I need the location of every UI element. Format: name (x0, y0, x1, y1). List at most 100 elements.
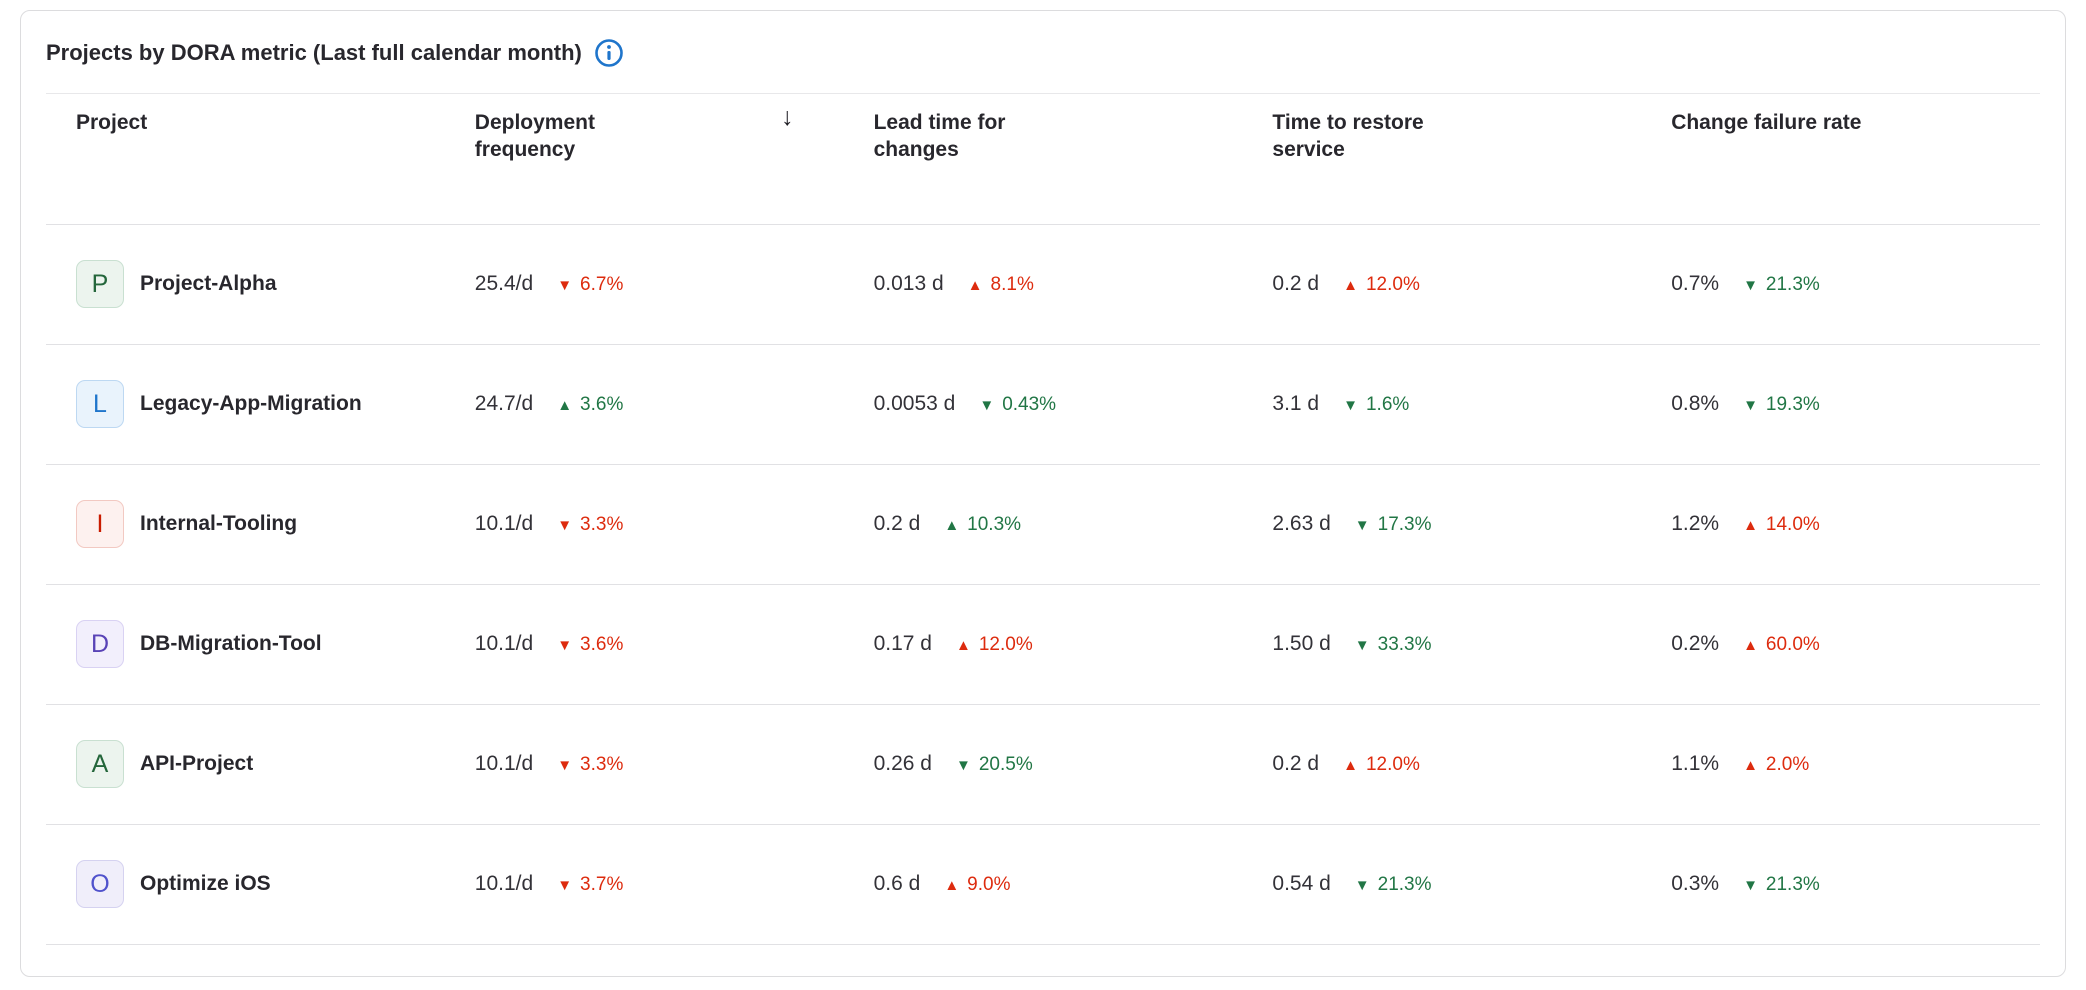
metric-cell-change-failure-rate: 1.2% ▲ 14.0% (1641, 464, 2040, 585)
table-row: P Project-Alpha 25.4/d ▼ 6.7% 0.013 d ▲ 8.1%… (46, 224, 2040, 345)
metric-value: 0.2 d (1272, 751, 1320, 775)
metric-value: 1.1% (1671, 751, 1720, 775)
table-row: L Legacy-App-Migration 24.7/d ▲ 3.6% 0.005… (46, 344, 2040, 465)
metric-value: 0.26 d (873, 751, 932, 775)
info-icon[interactable] (594, 38, 624, 68)
trend-direction-icon: ▼ (557, 756, 573, 774)
metric-value: 0.013 d (873, 271, 944, 295)
trend-direction-icon: ▲ (967, 276, 983, 294)
trend-direction-icon: ▼ (557, 276, 573, 294)
column-header-deployment-frequency[interactable]: Deployment frequency ↓ (444, 94, 844, 225)
card-title: Projects by DORA metric (Last full calen… (46, 40, 582, 65)
trend-percentage: 12.0% (1365, 754, 1420, 776)
metric-value: 0.6 d (873, 871, 921, 895)
trend-indicator: ▼ 20.5% (956, 754, 1033, 776)
trend-percentage: 8.1% (990, 274, 1034, 296)
trend-indicator: ▼ 1.6% (1343, 394, 1409, 416)
trend-indicator: ▲ 12.0% (956, 634, 1033, 656)
table-body: P Project-Alpha 25.4/d ▼ 6.7% 0.013 d ▲ 8.1%… (46, 224, 2040, 945)
metric-cell-deployment-frequency: 10.1/d ▼ 3.3% (444, 464, 844, 585)
metric-cell-lead-time: 0.013 d ▲ 8.1% (843, 224, 1243, 345)
project-name[interactable]: Project-Alpha (140, 272, 277, 295)
metric-value: 0.0053 d (873, 391, 956, 415)
project-name[interactable]: DB-Migration-Tool (140, 632, 322, 655)
trend-indicator: ▲ 60.0% (1743, 634, 1820, 656)
trend-direction-icon: ▼ (979, 396, 995, 414)
trend-direction-icon: ▲ (955, 636, 971, 654)
metric-cell-deployment-frequency: 25.4/d ▼ 6.7% (444, 224, 844, 345)
trend-indicator: ▼ 3.6% (557, 634, 623, 656)
column-label: Project (76, 111, 148, 134)
metric-cell-change-failure-rate: 0.8% ▼ 19.3% (1641, 344, 2040, 465)
metric-cell-lead-time: 0.26 d ▼ 20.5% (843, 704, 1243, 825)
trend-indicator: ▼ 6.7% (557, 274, 623, 296)
project-cell: L Legacy-App-Migration (46, 344, 445, 465)
column-header-time-to-restore[interactable]: Time to restore service (1242, 94, 1642, 225)
table-row: I Internal-Tooling 10.1/d ▼ 3.3% 0.2 d ▲ 10.… (46, 464, 2040, 585)
trend-percentage: 14.0% (1765, 514, 1820, 536)
trend-indicator: ▼ 21.3% (1355, 874, 1432, 896)
column-label: Deployment frequency (474, 111, 595, 161)
metric-cell-deployment-frequency: 10.1/d ▼ 3.6% (444, 584, 844, 705)
trend-percentage: 10.3% (967, 514, 1022, 536)
project-avatar: L (76, 380, 124, 428)
trend-percentage: 21.3% (1377, 874, 1432, 896)
trend-indicator: ▲ 2.0% (1743, 754, 1809, 776)
project-name[interactable]: Optimize iOS (140, 872, 271, 895)
metric-value: 0.8% (1671, 391, 1720, 415)
header-row: Project Deployment frequency ↓ Lead time… (46, 94, 2040, 225)
trend-percentage: 3.3% (580, 514, 624, 536)
trend-percentage: 20.5% (978, 754, 1033, 776)
metric-value: 10.1/d (474, 871, 534, 895)
trend-percentage: 9.0% (967, 874, 1011, 896)
project-name[interactable]: API-Project (140, 752, 254, 775)
project-avatar: P (76, 260, 124, 308)
dora-metrics-card: Projects by DORA metric (Last full calen… (20, 10, 2066, 977)
trend-indicator: ▼ 0.43% (979, 394, 1056, 416)
column-header-project[interactable]: Project (46, 94, 445, 225)
metric-cell-deployment-frequency: 24.7/d ▲ 3.6% (444, 344, 844, 465)
metric-value: 1.50 d (1272, 631, 1331, 655)
trend-direction-icon: ▼ (1354, 876, 1370, 894)
metric-value: 0.2 d (873, 511, 921, 535)
sort-descending-icon[interactable]: ↓ (781, 103, 794, 131)
trend-indicator: ▼ 3.3% (557, 514, 623, 536)
project-cell: O Optimize iOS (46, 824, 445, 945)
column-header-change-failure-rate[interactable]: Change failure rate (1641, 94, 2040, 225)
project-avatar: O (76, 860, 124, 908)
trend-direction-icon: ▼ (1743, 876, 1758, 894)
trend-direction-icon: ▲ (1743, 756, 1758, 774)
metric-cell-change-failure-rate: 0.7% ▼ 21.3% (1641, 224, 2040, 345)
trend-direction-icon: ▲ (1343, 756, 1358, 774)
project-name[interactable]: Legacy-App-Migration (140, 392, 362, 415)
project-cell: I Internal-Tooling (46, 464, 445, 585)
column-header-lead-time[interactable]: Lead time for changes (843, 94, 1243, 225)
trend-indicator: ▲ 14.0% (1743, 514, 1820, 536)
trend-percentage: 3.7% (580, 874, 624, 896)
trend-direction-icon: ▼ (1743, 276, 1758, 294)
trend-indicator: ▼ 21.3% (1743, 274, 1820, 296)
metric-cell-change-failure-rate: 1.1% ▲ 2.0% (1641, 704, 2040, 825)
trend-indicator: ▼ 17.3% (1355, 514, 1432, 536)
metric-value: 2.63 d (1272, 511, 1331, 535)
metric-cell-change-failure-rate: 0.3% ▼ 21.3% (1641, 824, 2040, 945)
project-name[interactable]: Internal-Tooling (140, 512, 298, 535)
project-cell: P Project-Alpha (46, 224, 445, 345)
trend-percentage: 19.3% (1765, 394, 1820, 416)
metric-cell-lead-time: 0.17 d ▲ 12.0% (843, 584, 1243, 705)
trend-direction-icon: ▼ (955, 756, 971, 774)
metric-value: 25.4/d (474, 271, 534, 295)
trend-direction-icon: ▼ (557, 876, 573, 894)
trend-percentage: 21.3% (1765, 874, 1820, 896)
trend-percentage: 6.7% (580, 274, 624, 296)
trend-direction-icon: ▼ (1743, 396, 1758, 414)
trend-direction-icon: ▼ (557, 636, 573, 654)
trend-percentage: 12.0% (978, 634, 1033, 656)
trend-indicator: ▼ 3.3% (557, 754, 623, 776)
trend-indicator: ▲ 3.6% (557, 394, 623, 416)
metric-value: 10.1/d (474, 631, 534, 655)
trend-percentage: 3.6% (580, 394, 624, 416)
trend-percentage: 60.0% (1765, 634, 1820, 656)
metric-value: 0.3% (1671, 871, 1720, 895)
metric-value: 10.1/d (474, 751, 534, 775)
